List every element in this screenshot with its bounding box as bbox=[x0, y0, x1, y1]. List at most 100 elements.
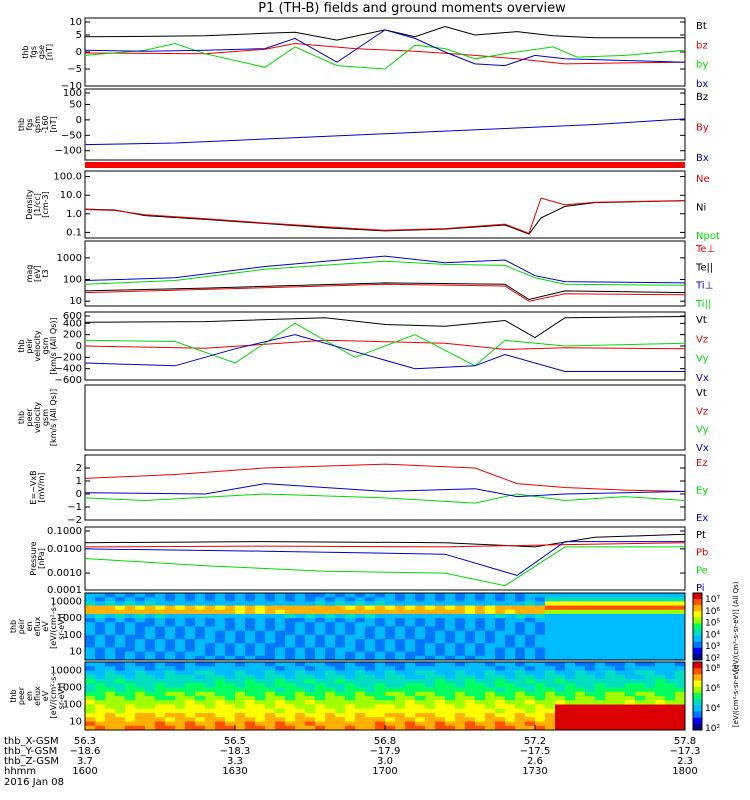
spectrogram-cell bbox=[215, 609, 226, 615]
spectrogram-cell bbox=[405, 651, 416, 657]
spectrogram-cell bbox=[205, 674, 216, 680]
spectrogram-cell bbox=[655, 605, 666, 611]
spectrogram-cell bbox=[645, 691, 656, 697]
spectrogram-cell bbox=[275, 687, 286, 693]
spectrogram-cell bbox=[175, 605, 186, 611]
spectrogram-cell bbox=[605, 626, 616, 632]
spectrogram-cell bbox=[465, 670, 476, 676]
spectrogram-cell bbox=[425, 674, 436, 680]
spectrogram-cell bbox=[645, 626, 656, 632]
spectrogram-cell bbox=[505, 687, 516, 693]
x-tick-label: 57.2 bbox=[524, 736, 546, 747]
spectrogram-cell bbox=[625, 613, 636, 619]
spectrogram-cell bbox=[105, 605, 116, 611]
spectrogram-cell bbox=[315, 666, 326, 671]
spectrogram-cell bbox=[395, 622, 406, 627]
spectrogram-cell bbox=[465, 630, 476, 636]
spectrogram-cell bbox=[195, 725, 206, 731]
spectrogram-cell bbox=[215, 670, 226, 676]
spectrogram-cell bbox=[215, 622, 226, 627]
spectrogram-cell bbox=[175, 662, 186, 667]
spectrogram-cell bbox=[485, 609, 496, 615]
spectrogram-cell bbox=[325, 597, 336, 602]
spectrogram-cell bbox=[275, 674, 286, 680]
spectrogram-cell bbox=[525, 687, 536, 693]
spectrogram-cell bbox=[645, 605, 656, 611]
spectrogram-cell bbox=[635, 622, 646, 627]
spectrogram-cell bbox=[175, 674, 186, 680]
spectrogram-cell bbox=[235, 725, 246, 731]
spectrogram-cell bbox=[495, 601, 506, 607]
spectrogram-cell bbox=[245, 639, 256, 644]
spectrogram-cell bbox=[135, 674, 146, 680]
spectrogram-cell bbox=[645, 618, 656, 623]
spectrogram-cell bbox=[225, 643, 236, 648]
spectrogram-cell bbox=[165, 674, 176, 680]
spectrogram-cell bbox=[375, 691, 386, 697]
spectrogram-cell bbox=[635, 696, 646, 701]
spectrogram-cell bbox=[245, 708, 256, 714]
y-tick-label: 10.0 bbox=[60, 190, 82, 201]
spectrogram-cell bbox=[445, 597, 456, 602]
x-tick-label: −17.9 bbox=[370, 746, 401, 757]
spectrogram-cell bbox=[295, 605, 306, 611]
spectrogram-cell bbox=[145, 725, 156, 731]
spectrogram-cell bbox=[245, 662, 256, 667]
spectrogram-cell bbox=[595, 691, 606, 697]
spectrogram-cell bbox=[125, 630, 136, 636]
spectrogram-cell bbox=[625, 691, 636, 697]
spectrogram-cell bbox=[545, 634, 556, 640]
series-line bbox=[84, 260, 686, 286]
spectrogram-cell bbox=[165, 630, 176, 636]
spectrogram-cell bbox=[185, 708, 196, 714]
spectrogram-cell bbox=[405, 717, 416, 722]
spectrogram-cell bbox=[295, 626, 306, 632]
spectrogram-cell bbox=[325, 670, 336, 676]
spectrogram-cell bbox=[415, 651, 426, 657]
spectrogram-cell bbox=[205, 696, 216, 701]
spectrogram-cell bbox=[335, 609, 346, 615]
spectrogram-cell bbox=[85, 666, 96, 671]
spectrogram-cell bbox=[675, 643, 686, 648]
spectrogram-cell bbox=[205, 704, 216, 710]
spectrogram-cell bbox=[355, 674, 366, 680]
spectrogram-cell bbox=[505, 683, 516, 688]
spectrogram-cell bbox=[225, 713, 236, 718]
spectrogram-cell bbox=[625, 713, 636, 718]
spectrogram-cell bbox=[205, 605, 216, 611]
x-tick-label: 56.5 bbox=[224, 736, 246, 747]
spectrogram-cell bbox=[445, 670, 456, 676]
colorbar-frame bbox=[692, 661, 703, 731]
spectrogram-cell bbox=[105, 704, 116, 710]
spectrogram-cell bbox=[425, 634, 436, 640]
spectrogram-cell bbox=[605, 609, 616, 615]
spectrogram-cell bbox=[635, 613, 646, 619]
spectrogram-cell bbox=[365, 670, 376, 676]
legend-entry: Ni bbox=[696, 203, 706, 214]
spectrogram-cell bbox=[535, 725, 546, 731]
spectrogram-cell bbox=[455, 593, 466, 598]
spectrogram-cell bbox=[235, 721, 246, 727]
spectrogram-cell bbox=[605, 708, 616, 714]
spectrogram-cell bbox=[215, 655, 226, 661]
spectrogram-cell bbox=[295, 597, 306, 602]
spectrogram-cell bbox=[465, 687, 476, 693]
spectrogram-cell bbox=[545, 597, 556, 602]
spectrogram-cell bbox=[395, 662, 406, 667]
spectrogram-cell bbox=[175, 613, 186, 619]
colorbar-tick-label: 10⁸ bbox=[705, 664, 720, 674]
spectrogram-cell bbox=[105, 634, 116, 640]
spectrogram-cell bbox=[555, 613, 566, 619]
spectrogram-cell bbox=[655, 708, 666, 714]
spectrogram-cell bbox=[125, 679, 136, 684]
x-tick-label: 1730 bbox=[522, 766, 547, 777]
spectrogram-cell bbox=[555, 662, 566, 667]
colorbar-cell bbox=[693, 705, 702, 712]
spectrogram-cell bbox=[385, 708, 396, 714]
spectrogram-cell bbox=[245, 700, 256, 705]
spectrogram-cell bbox=[185, 613, 196, 619]
y-axis-label: thb bbox=[9, 620, 18, 633]
spectrogram-cell bbox=[205, 687, 216, 693]
spectrogram-cell bbox=[325, 666, 336, 671]
spectrogram-cell bbox=[375, 662, 386, 667]
